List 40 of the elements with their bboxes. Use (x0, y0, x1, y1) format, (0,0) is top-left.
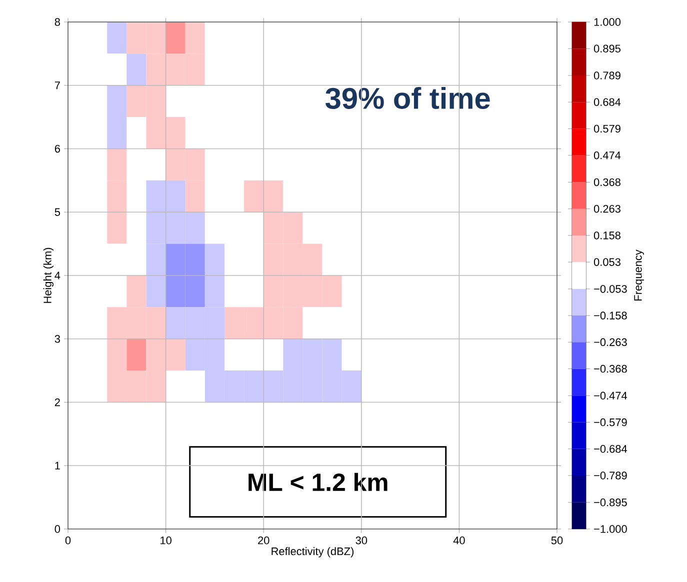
color-bar-label: −0.368 (594, 364, 627, 373)
color-bar-label: −0.053 (594, 285, 627, 293)
color-bar-label: 0.368 (594, 178, 620, 186)
color-bar-label: 0.895 (594, 44, 620, 52)
color-bar-label: 0.158 (594, 232, 620, 240)
color-bar-label: −0.579 (594, 418, 627, 426)
x-tick-label: 20 (258, 536, 270, 544)
color-bar-label: 0.789 (594, 72, 620, 80)
y-tick-label: 0 (54, 525, 60, 533)
y-tick-label: 2 (54, 398, 60, 406)
y-tick-label: 5 (54, 208, 60, 216)
y-axis-title: Height (km) (43, 248, 54, 303)
color-bar-label: −0.895 (594, 498, 627, 506)
color-bar-label: 1.000 (594, 18, 621, 26)
color-bar-label: 0.579 (594, 124, 620, 133)
color-bar-label: 0.474 (594, 151, 621, 160)
color-bar-label: −0.789 (594, 472, 627, 480)
color-bar-label: −0.684 (594, 445, 628, 453)
x-tick-label: 30 (356, 536, 368, 544)
x-tick-label: 40 (453, 536, 465, 544)
y-tick-label: 8 (54, 18, 60, 26)
color-bar-title: Frequency (634, 250, 644, 300)
y-tick-label: 3 (54, 335, 60, 343)
color-bar-label: −1.000 (594, 525, 627, 533)
y-tick-label: 7 (54, 82, 60, 90)
annotation: 39% of time (326, 87, 490, 110)
color-bar-label: −0.474 (594, 392, 628, 400)
annotation: ML < 1.2 km (248, 472, 388, 491)
color-bar-label: 0.053 (594, 258, 620, 266)
x-tick-label: 10 (160, 536, 172, 544)
y-tick-label: 4 (54, 272, 60, 280)
x-axis-title: Reflectivity (dBZ) (272, 547, 354, 558)
color-bar-label: 0.263 (594, 204, 620, 213)
x-tick-label: 50 (551, 536, 563, 544)
y-tick-label: 6 (54, 144, 60, 153)
x-tick-label: 0 (65, 536, 71, 544)
color-bar-label: −0.263 (594, 338, 627, 346)
y-tick-label: 1 (55, 462, 60, 470)
color-bar-label: 0.684 (594, 98, 621, 106)
color-bar-label: −0.158 (594, 312, 627, 320)
